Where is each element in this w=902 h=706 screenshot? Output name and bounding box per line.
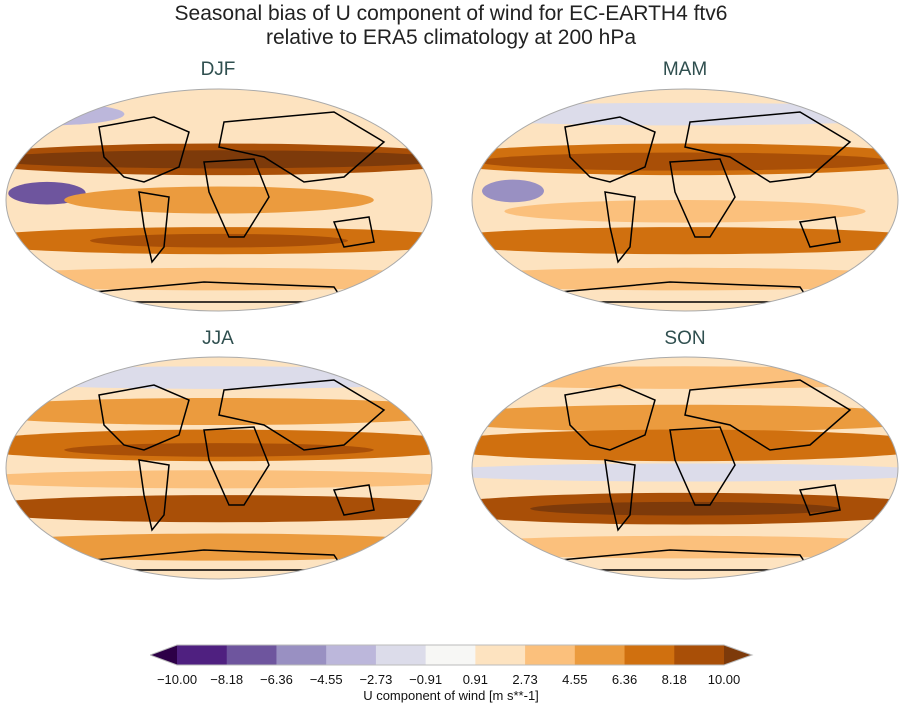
coastline [98, 116, 190, 183]
coastline [218, 379, 386, 451]
bias-contour [6, 495, 432, 523]
coastline [203, 158, 270, 238]
colorbar-tick-label: −10.00 [156, 672, 198, 687]
colorbar-segment [326, 645, 377, 665]
colorbar-segment [425, 645, 476, 665]
colorbar-segment [475, 645, 526, 665]
bias-contour [472, 267, 898, 291]
bias-contour [472, 404, 898, 432]
colorbar-segment [674, 645, 725, 665]
colorbar-tick-label: 0.91 [462, 672, 489, 687]
bias-contour [530, 501, 840, 516]
bias-contour [6, 533, 432, 561]
bias-contour [64, 443, 374, 457]
bias-contour [504, 200, 866, 223]
map-boundary [5, 88, 433, 312]
coastline [332, 216, 375, 248]
map-djf [5, 88, 433, 312]
coastline [798, 216, 841, 248]
coastline [98, 384, 190, 451]
colorbar-tick-label: 6.36 [611, 672, 638, 687]
map-boundary [5, 356, 433, 580]
coastline [564, 384, 656, 451]
colorbar-tick-label: 10.00 [707, 672, 741, 687]
panel-title-jja: JJA [202, 328, 234, 349]
colorbar-segment [177, 645, 228, 665]
coastline [604, 459, 636, 532]
colorbar [150, 644, 754, 666]
map-boundary [471, 88, 899, 312]
bias-contour [472, 102, 898, 126]
bias-contour [64, 186, 374, 214]
figure-title-line1: Seasonal bias of U component of wind for… [174, 2, 728, 25]
panel-title-mam: MAM [662, 59, 708, 80]
colorbar-segment [226, 645, 277, 665]
figure-title-line2: relative to ERA5 climatology at 200 hPa [265, 26, 637, 49]
coastline [332, 484, 375, 516]
coastline [604, 191, 636, 264]
map-mam [471, 88, 899, 312]
panel-title-son: SON [664, 328, 706, 349]
panel-title-djf: DJF [200, 59, 236, 80]
colorbar-tick-label: 2.73 [512, 672, 538, 687]
bias-contour [472, 463, 898, 482]
colorbar-segment [624, 645, 675, 665]
coastline [203, 426, 270, 506]
colorbar-label: U component of wind [m s**-1] [363, 688, 539, 703]
coastline [564, 116, 656, 183]
coastline [218, 111, 386, 183]
colorbar-tick-label: −4.55 [309, 672, 343, 687]
bias-contour [472, 366, 898, 389]
colorbar-tick-label: 4.55 [562, 672, 588, 687]
coastline [138, 191, 170, 264]
colorbar-tick-label: −8.18 [210, 672, 244, 687]
colorbar-tick-label: 8.18 [661, 672, 687, 687]
colorbar-segment [276, 645, 327, 665]
bias-contour [472, 429, 898, 462]
map-jja [5, 356, 433, 580]
coastline [684, 111, 852, 183]
bias-contour [482, 179, 544, 203]
colorbar-tick-label: −2.73 [359, 672, 393, 687]
coastline [798, 484, 841, 516]
coastline [669, 426, 736, 506]
bias-contour [6, 150, 432, 169]
coastline [684, 379, 852, 451]
colorbar-extend-high [724, 645, 752, 665]
coastline [138, 459, 170, 532]
colorbar-tick-label: −6.36 [260, 672, 293, 687]
colorbar-segment [574, 645, 626, 665]
colorbar-tick-label: −0.91 [409, 672, 443, 687]
bias-contour [472, 535, 898, 559]
bias-contour [90, 233, 348, 248]
colorbar-extend-low [150, 645, 177, 665]
map-son [471, 356, 899, 580]
bias-contour [6, 470, 432, 489]
colorbar-segment [525, 645, 576, 665]
map-boundary [471, 356, 899, 580]
bias-contour [6, 366, 432, 389]
bias-contour [6, 267, 432, 291]
coastline [669, 158, 736, 238]
colorbar-segment [375, 645, 427, 665]
bias-contour [472, 227, 898, 255]
